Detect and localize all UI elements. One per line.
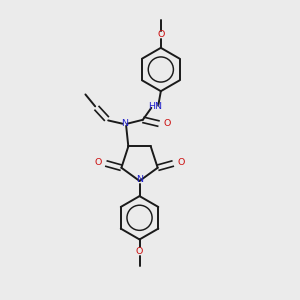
- Text: O: O: [157, 30, 164, 39]
- Text: N: N: [121, 119, 128, 128]
- Text: O: O: [136, 247, 143, 256]
- Text: O: O: [94, 158, 102, 167]
- Text: O: O: [164, 119, 171, 128]
- Text: HN: HN: [148, 102, 162, 111]
- Text: O: O: [177, 158, 184, 167]
- Text: N: N: [136, 176, 143, 184]
